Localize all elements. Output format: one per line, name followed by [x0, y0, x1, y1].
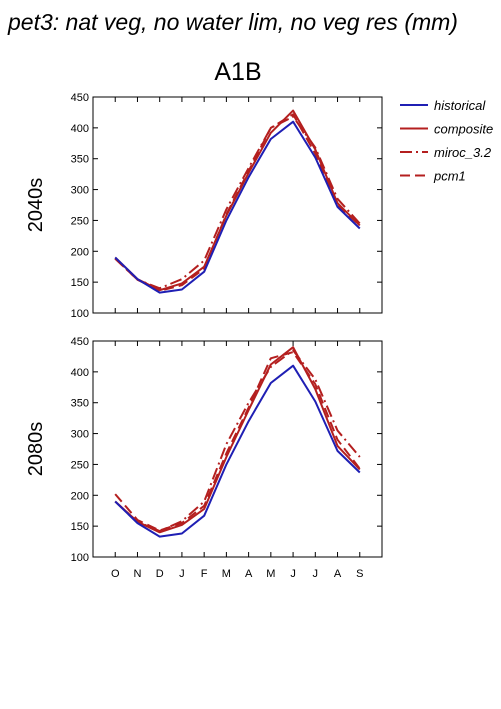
- series-line-miroc-3-2: [114, 115, 361, 290]
- legend-label: composite: [434, 122, 493, 137]
- figure-title: pet3: nat veg, no water lim, no veg res …: [7, 9, 458, 35]
- panel-2040s: 100 150 200 250 300 350 400 450 2040s: [25, 92, 383, 320]
- x-tick-label: N: [133, 568, 141, 580]
- y-tick-label: 450: [71, 336, 89, 348]
- x-tick-label: J: [313, 568, 319, 580]
- y-tick-label: 200: [71, 490, 89, 502]
- row-label-2040s: 2040s: [25, 178, 47, 233]
- y-tick-label: 150: [71, 277, 89, 289]
- y-tick-label: 400: [71, 123, 89, 135]
- y-tick-label: 150: [71, 521, 89, 533]
- x-tick-label: A: [245, 568, 253, 580]
- series-line-historical: [114, 120, 361, 294]
- x-tick-label: O: [111, 568, 120, 580]
- y-tick-label: 250: [71, 459, 89, 471]
- plot-frame: [92, 340, 383, 558]
- legend: historical composite miroc_3.2 pcm1: [400, 98, 493, 184]
- series-line-composite: [114, 346, 361, 534]
- legend-label: historical: [434, 98, 486, 113]
- chart-panels: 100 150 200 250 300 350 400 450 2040s 100 150 200 25…: [25, 92, 383, 580]
- panel-2080s: 100 150 200 250 300 350 400 450 O N D J F M A M J J A S 2080…: [25, 336, 383, 580]
- y-tick-label: 300: [71, 185, 89, 197]
- legend-label: miroc_3.2: [434, 145, 492, 160]
- y-tick-label: 250: [71, 215, 89, 227]
- scenario-title: A1B: [214, 58, 261, 86]
- row-label-2080s: 2080s: [25, 422, 47, 477]
- x-tick-label: F: [201, 568, 208, 580]
- y-tick-label: 400: [71, 367, 89, 379]
- x-tick-label: D: [156, 568, 164, 580]
- y-tick-label: 300: [71, 429, 89, 441]
- y-tick-label: 100: [71, 552, 89, 564]
- x-tick-label: J: [179, 568, 185, 580]
- x-tick-label: S: [356, 568, 363, 580]
- x-tick-label: J: [290, 568, 296, 580]
- x-tick-label: M: [266, 568, 275, 580]
- y-tick-label: 100: [71, 308, 89, 320]
- plot-frame: [92, 96, 383, 314]
- y-tick-label: 200: [71, 246, 89, 258]
- legend-label: pcm1: [433, 169, 466, 184]
- y-tick-label: 350: [71, 398, 89, 410]
- y-tick-label: 450: [71, 92, 89, 104]
- series-line-historical: [114, 364, 361, 538]
- series-line-composite: [114, 109, 361, 292]
- series-line-pcm1: [114, 113, 361, 292]
- x-tick-label: A: [334, 568, 342, 580]
- y-tick-label: 350: [71, 154, 89, 166]
- x-tick-label: M: [222, 568, 231, 580]
